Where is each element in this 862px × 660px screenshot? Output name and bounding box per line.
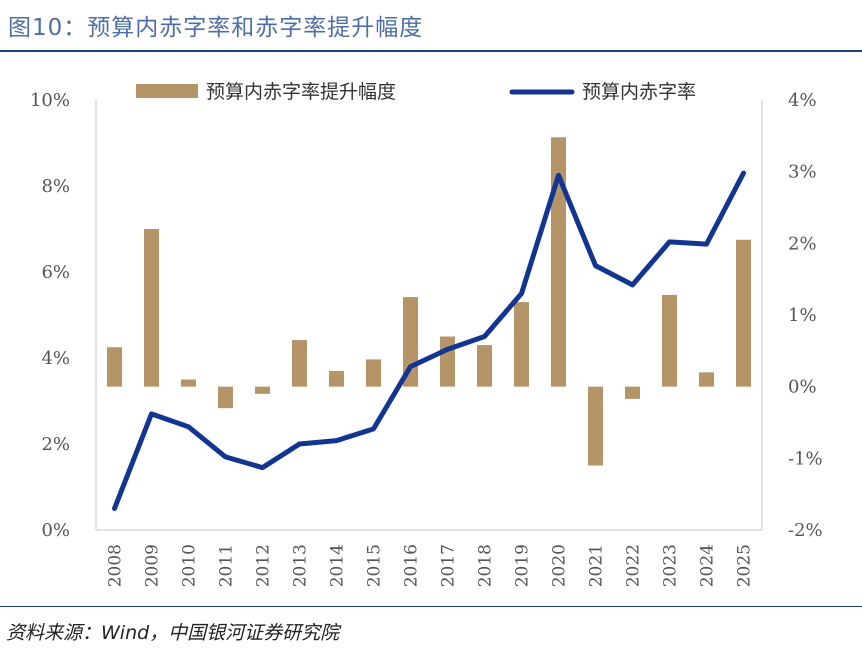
right-tick-label: -2% xyxy=(788,520,823,541)
left-tick-label: 10% xyxy=(30,90,70,111)
x-tick-label: 2017 xyxy=(439,544,459,587)
x-tick-label: 2014 xyxy=(328,544,348,587)
x-tick-label: 2013 xyxy=(291,544,311,587)
x-tick-label: 2020 xyxy=(550,544,570,587)
left-tick-label: 2% xyxy=(41,434,70,455)
bar-2020 xyxy=(551,137,566,387)
bar-2014 xyxy=(329,370,344,387)
x-tick-label: 2021 xyxy=(587,544,607,587)
line-series xyxy=(112,170,746,511)
x-tick-label: 2015 xyxy=(365,544,385,587)
left-tick-label: 8% xyxy=(41,176,70,197)
bar-2012 xyxy=(255,386,270,394)
x-tick-label: 2012 xyxy=(254,544,274,587)
bar-2013 xyxy=(292,340,307,387)
right-tick-label: 0% xyxy=(788,377,817,398)
right-tick-label: 2% xyxy=(788,233,817,254)
x-tick-label: 2019 xyxy=(513,544,533,587)
chart: 0% 2% 4% 6% 8% 10% -2% -1% 0% 1% 2% 3% 4% 2008 2009 201… xyxy=(30,81,823,587)
bar-2024 xyxy=(699,372,714,387)
bar-series xyxy=(107,137,751,466)
legend: 预算内赤字率提升幅度 预算内赤字率 xyxy=(136,81,696,103)
right-tick-label: 3% xyxy=(788,162,817,183)
left-tick-label: 6% xyxy=(41,262,70,283)
bar-2015 xyxy=(366,359,381,387)
right-tick-label: -1% xyxy=(788,448,823,469)
bar-2021 xyxy=(588,386,603,466)
bar-2018 xyxy=(477,345,492,387)
bar-2022 xyxy=(625,386,640,399)
axes xyxy=(95,100,763,531)
legend-swatch-bar xyxy=(136,84,198,98)
tick-labels: 0% 2% 4% 6% 8% 10% -2% -1% 0% 1% 2% 3% 4% 2008 2009 201… xyxy=(30,90,823,587)
bar-2017 xyxy=(440,336,455,387)
top-divider xyxy=(0,50,862,52)
source-note: 资料来源：Wind，中国银河证券研究院 xyxy=(6,622,340,644)
x-tick-label: 2018 xyxy=(476,544,496,587)
bar-2008 xyxy=(107,347,122,387)
right-tick-label: 1% xyxy=(788,305,817,326)
x-tick-label: 2022 xyxy=(624,544,644,587)
right-tick-label: 4% xyxy=(788,90,817,111)
x-tick-label: 2024 xyxy=(698,544,718,587)
legend-label-bar: 预算内赤字率提升幅度 xyxy=(206,81,396,103)
left-tick-label: 4% xyxy=(41,348,70,369)
x-tick-label: 2016 xyxy=(402,544,422,587)
x-tick-label: 2025 xyxy=(735,544,755,587)
left-tick-label: 0% xyxy=(41,520,70,541)
x-tick-label: 2010 xyxy=(180,544,200,587)
bar-2009 xyxy=(144,229,159,387)
bar-2023 xyxy=(662,294,677,387)
x-tick-label: 2009 xyxy=(143,544,163,587)
x-tick-label: 2023 xyxy=(661,544,681,587)
x-tick-label: 2011 xyxy=(217,544,237,587)
bottom-divider xyxy=(0,606,862,607)
figure-title: 图10：预算内赤字率和赤字率提升幅度 xyxy=(8,15,424,41)
bar-2025 xyxy=(736,239,751,387)
bar-2019 xyxy=(514,302,529,387)
bar-2010 xyxy=(181,379,196,387)
bar-2011 xyxy=(218,386,233,409)
deficit-rate-line xyxy=(112,170,746,511)
legend-label-line: 预算内赤字率 xyxy=(582,81,696,103)
x-tick-label: 2008 xyxy=(106,544,126,587)
